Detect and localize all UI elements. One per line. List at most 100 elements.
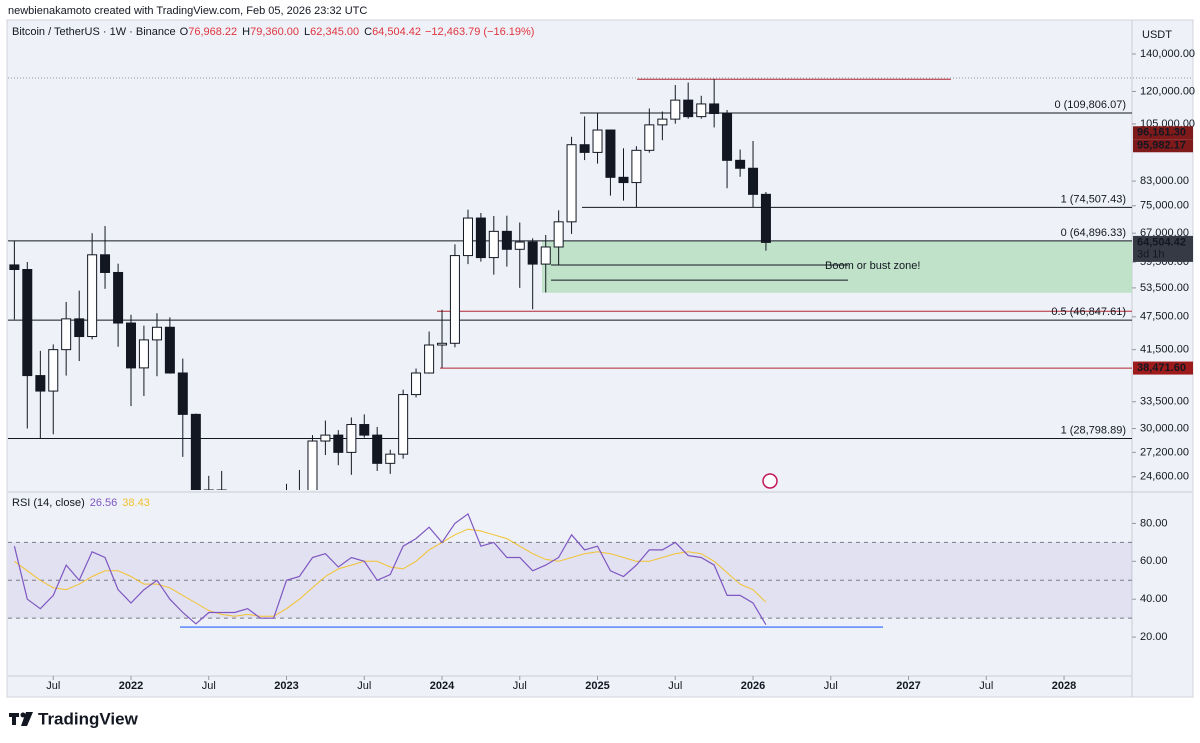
price-tag-label: 64,504.42 [1137,236,1186,248]
rsi-tick-label: 80.00 [1140,517,1168,529]
candle-body [398,394,409,455]
candle-body [346,424,357,453]
rsi-ma-line [14,528,767,617]
candle-body [372,434,383,464]
price-tag-label: 96,161.30 [1137,127,1186,139]
rsi-ma-value: 38.43 [122,497,150,509]
zone-label: Boom or bust zone! [825,260,920,272]
symbol-info: Bitcoin / TetherUS · 1W · Binance O76,968… [12,26,534,38]
candle-body [709,103,720,115]
change: −12,463.79 (−16.19%) [425,26,534,38]
candle-body [307,440,318,490]
candle-body [670,99,681,120]
candle-body [553,221,564,248]
candle-body [126,322,137,369]
rsi-title: RSI (14, close) [12,497,85,509]
candle-body [592,129,603,153]
x-tick-label: 2027 [896,680,920,692]
brand: TradingView [38,709,139,728]
candle-body [618,176,629,184]
candle-body [540,246,551,265]
zone [542,240,1132,293]
rsi-legend: RSI (14, close) 26.56 38.43 [12,497,150,509]
level-label: 1 (74,507.43) [1061,193,1126,205]
candle-body [74,318,85,338]
candle-body [449,255,460,344]
level-label: 0 (109,806.07) [1054,99,1126,111]
candle-body [462,217,473,257]
candle-body [411,372,422,396]
candle-body [735,159,746,169]
candle-body [61,318,72,351]
candle-body [631,149,642,184]
y-tick-label: 24,600.00 [1140,471,1189,483]
x-tick-label: 2024 [430,680,455,692]
x-tick-label: 2023 [274,680,298,692]
price-tag [1133,139,1193,153]
price-tag-label: 95,982.17 [1137,140,1186,152]
candle-body [722,113,733,161]
candle-body [320,434,331,442]
rsi-tick-label: 60.00 [1140,555,1168,567]
rsi-value: 26.56 [90,497,118,509]
candle-body [190,413,201,490]
candle-body [488,230,499,259]
y-tick-label: 83,000.00 [1140,175,1189,187]
candle-body [22,269,33,377]
y-tick-label: 27,200.00 [1140,446,1189,458]
candle-body [514,241,525,250]
price-pane: Boom or bust zone! 0 (109,806.07) 1 (74,50… [8,78,1132,490]
x-tick-label: 2026 [741,680,765,692]
level-label: 0.5 (46,847.61) [1051,306,1126,318]
candle-body [475,217,486,259]
x-tick-label: 2028 [1052,680,1076,692]
price-tag-sublabel: 3d 1h [1137,248,1165,260]
candle-body [424,344,435,374]
candle-body [35,375,46,392]
price-tag-label: 38,471.60 [1137,362,1186,374]
x-tick-label: Jul [202,680,216,692]
candle-body [151,326,162,341]
candle-body [48,349,59,392]
y-tick-label: 75,000.00 [1140,200,1189,212]
x-tick-label: Jul [513,680,527,692]
y-tick-label: 140,000.00 [1140,48,1195,60]
currency: USDT [1142,29,1172,41]
y-tick-label: 30,000.00 [1140,422,1189,434]
candle-body [177,372,188,415]
candle-body [605,129,616,178]
price-tag [1133,361,1193,375]
candle-body [644,124,655,151]
candle-body [760,193,771,243]
y-tick-label: 47,500.00 [1140,311,1189,323]
candle-body [385,453,396,464]
x-tick-label: 2022 [119,680,143,692]
x-tick-label: Jul [357,680,371,692]
candle-body [696,103,707,118]
x-tick-label: Jul [668,680,682,692]
footer-logo: TradingView [9,709,139,728]
candle-body [501,230,512,250]
level-label: 1 (28,798.89) [1061,424,1126,436]
candle-body [9,264,20,271]
candle-body [579,144,590,153]
x-tick-label: 2025 [585,680,609,692]
y-tick-label: 33,500.00 [1140,396,1189,408]
ohlc-value: 64,504.42 [372,26,421,38]
rsi-tick-label: 20.00 [1140,631,1168,643]
ohlc-key: C [364,26,372,38]
x-tick-label: Jul [824,680,838,692]
candle-body [100,254,111,273]
rsi-pane [8,512,1132,628]
candle-body [87,254,98,338]
ohlc-value: 76,968.22 [188,26,237,38]
credit: newbienakamoto created with TradingView.… [8,5,367,17]
rsi-tick-label: 40.00 [1140,593,1168,605]
level-label: 0 (64,896.33) [1061,227,1126,239]
candle-body [164,326,175,374]
candle-body [527,241,538,265]
x-tick-label: Jul [979,680,993,692]
symbol: Bitcoin / TetherUS · 1W · Binance [12,26,176,38]
ohlc-value: 62,345.00 [310,26,359,38]
